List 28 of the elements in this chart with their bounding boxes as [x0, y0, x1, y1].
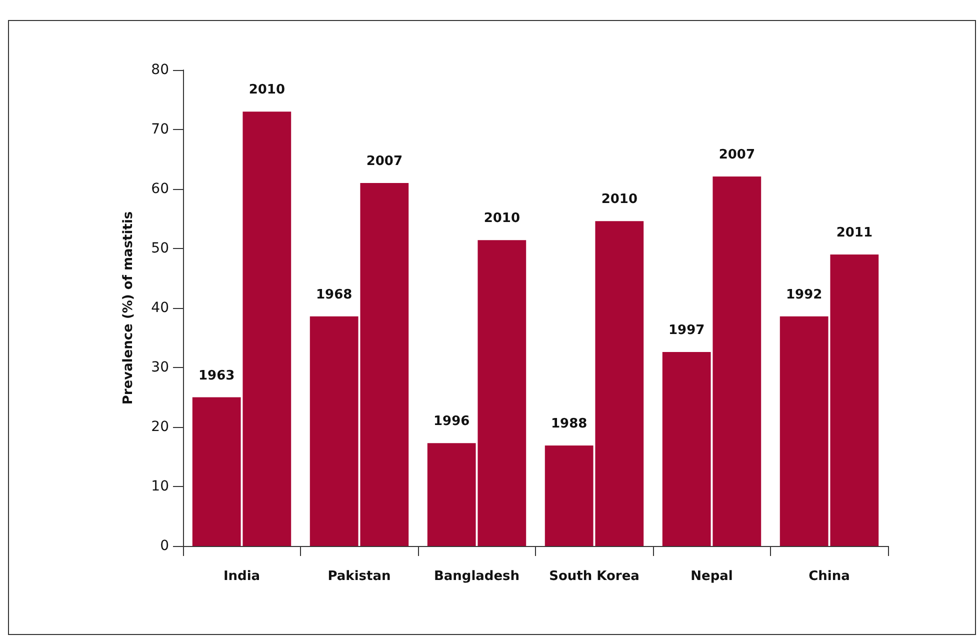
annotation: 2010: [484, 211, 520, 226]
annotation: 2007: [718, 148, 756, 163]
annotation: 2007: [366, 154, 403, 170]
annotation: 1992: [786, 287, 822, 302]
annotation: 1963: [198, 368, 235, 384]
annotation: 2011: [836, 225, 873, 240]
x-tick-label: Bangladesh: [434, 569, 520, 584]
x-tick-label: China: [808, 569, 850, 584]
annotation: 1988: [550, 416, 588, 432]
annotation: 2010: [601, 192, 638, 208]
y-tick-label: 30: [151, 360, 169, 376]
annotation: 1996: [433, 414, 470, 430]
y-tick-label: 40: [151, 300, 169, 316]
y-tick-label: 10: [151, 478, 169, 494]
y-tick-label: 60: [151, 181, 169, 197]
annotation: 2010: [248, 82, 286, 98]
y-tick-label: 20: [151, 419, 169, 435]
x-tick-label: India: [223, 569, 260, 584]
y-tick-label: 70: [151, 122, 169, 138]
annotation: 1968: [316, 287, 352, 302]
annotation: 1997: [668, 323, 705, 338]
y-tick-label: 80: [151, 62, 169, 78]
y-axis-title: Prevalence (%) of mastitis: [121, 211, 136, 405]
x-tick-label: South Korea: [549, 569, 640, 584]
y-tick-label: 50: [151, 240, 169, 256]
x-tick-label: Nepal: [690, 569, 733, 584]
x-tick-label: Pakistan: [328, 569, 391, 584]
y-tick-label: 0: [160, 538, 169, 554]
